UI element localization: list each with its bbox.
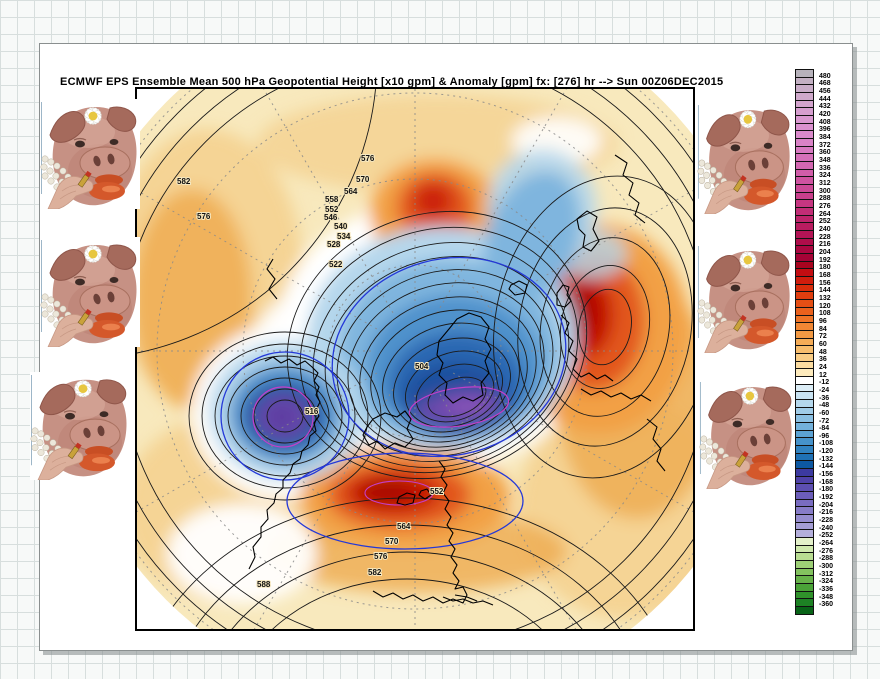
coastlines — [248, 154, 666, 606]
pig-sticker-right-top — [697, 102, 793, 214]
svg-text:504: 504 — [415, 362, 429, 371]
map-canvas: 5765705645585525465405345285225045165525… — [137, 89, 693, 629]
svg-text:546: 546 — [324, 213, 338, 222]
svg-text:528: 528 — [327, 240, 341, 249]
svg-text:576: 576 — [374, 552, 388, 561]
svg-text:564: 564 — [344, 187, 358, 196]
svg-text:534: 534 — [337, 232, 351, 241]
svg-text:552: 552 — [430, 487, 444, 496]
pig-sticker-image — [40, 99, 140, 209]
pig-sticker-image — [30, 372, 130, 480]
colorbar-cells — [795, 69, 814, 615]
height-contours — [137, 89, 693, 629]
svg-text:588: 588 — [257, 580, 271, 589]
chart-title-line1: ECMWF EPS Ensemble Mean 500 hPa Geopoten… — [60, 76, 724, 88]
colorbar-legend: 480 468 456 444 432 420 408 396 384 372 360 348 336 3… — [795, 69, 855, 629]
highlight-contours — [220, 256, 567, 550]
pig-sticker-left-middle — [40, 237, 140, 347]
svg-text:564: 564 — [397, 522, 411, 531]
svg-text:576: 576 — [361, 154, 375, 163]
pig-sticker-left-top — [40, 99, 140, 209]
graticule — [137, 89, 693, 629]
pig-sticker-image — [697, 243, 793, 353]
pig-sticker-image — [699, 379, 795, 489]
contour-labels: 5765705645585525465405345285225045165525… — [176, 153, 445, 590]
svg-text:570: 570 — [356, 175, 370, 184]
pig-sticker-right-middle — [697, 243, 793, 353]
pig-sticker-image — [697, 102, 793, 214]
svg-text:522: 522 — [329, 260, 343, 269]
svg-text:516: 516 — [305, 407, 319, 416]
anomaly-map: 576 570 564 558 552 546 540 534 528 522 504 516 552 5… — [135, 87, 695, 631]
svg-text:582: 582 — [368, 568, 382, 577]
pig-sticker-image — [40, 237, 140, 347]
svg-text:570: 570 — [385, 537, 399, 546]
pig-sticker-left-bottom — [30, 372, 130, 480]
svg-text:540: 540 — [334, 222, 348, 231]
svg-text:552: 552 — [325, 205, 339, 214]
svg-text:558: 558 — [325, 195, 339, 204]
pig-sticker-right-bottom — [699, 379, 795, 489]
svg-text:582: 582 — [177, 177, 191, 186]
svg-text:576: 576 — [197, 212, 211, 221]
